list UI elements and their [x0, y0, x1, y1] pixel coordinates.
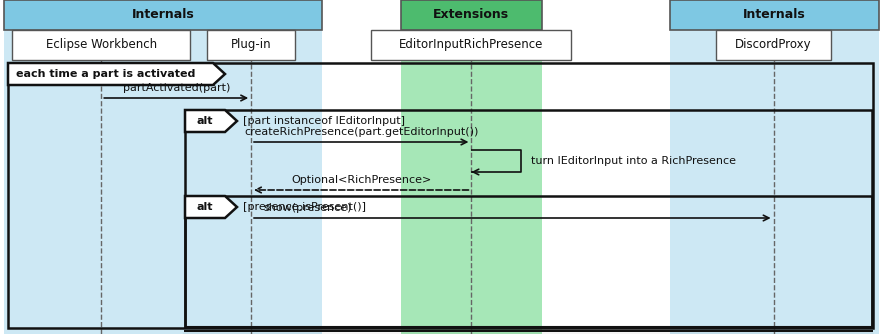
- Bar: [8, 63, 873, 328]
- Polygon shape: [8, 63, 225, 85]
- Bar: [716, 30, 831, 60]
- Bar: [185, 110, 872, 327]
- Text: Internals: Internals: [743, 8, 806, 21]
- Text: Internals: Internals: [131, 8, 195, 21]
- Bar: [207, 30, 295, 60]
- Polygon shape: [185, 196, 237, 218]
- Text: alt: alt: [196, 116, 213, 126]
- Bar: [4, 0, 322, 334]
- Text: Optional<RichPresence>: Optional<RichPresence>: [291, 175, 432, 185]
- Text: partActivated(part): partActivated(part): [122, 83, 230, 93]
- Text: turn IEditorInput into a RichPresence: turn IEditorInput into a RichPresence: [531, 156, 737, 166]
- Text: Extensions: Extensions: [433, 8, 509, 21]
- Bar: [670, 0, 879, 334]
- Bar: [401, 0, 542, 30]
- Bar: [185, 196, 872, 327]
- Bar: [670, 0, 879, 30]
- Bar: [4, 0, 322, 30]
- Text: alt: alt: [196, 202, 213, 212]
- Bar: [371, 30, 572, 60]
- Text: createRichPresence(part.getEditorInput()): createRichPresence(part.getEditorInput()…: [244, 127, 478, 137]
- Text: [presence.isPresent()]: [presence.isPresent()]: [243, 202, 366, 212]
- Text: [part instanceof IEditorInput]: [part instanceof IEditorInput]: [243, 116, 405, 126]
- Text: Plug-in: Plug-in: [231, 38, 271, 51]
- Text: each time a part is activated: each time a part is activated: [16, 69, 196, 79]
- Text: Eclipse Workbench: Eclipse Workbench: [46, 38, 157, 51]
- Bar: [12, 30, 190, 60]
- Text: EditorInputRichPresence: EditorInputRichPresence: [399, 38, 544, 51]
- Text: DiscordProxy: DiscordProxy: [736, 38, 811, 51]
- Bar: [401, 0, 542, 334]
- Polygon shape: [185, 110, 237, 132]
- Text: show(presence): show(presence): [263, 203, 352, 213]
